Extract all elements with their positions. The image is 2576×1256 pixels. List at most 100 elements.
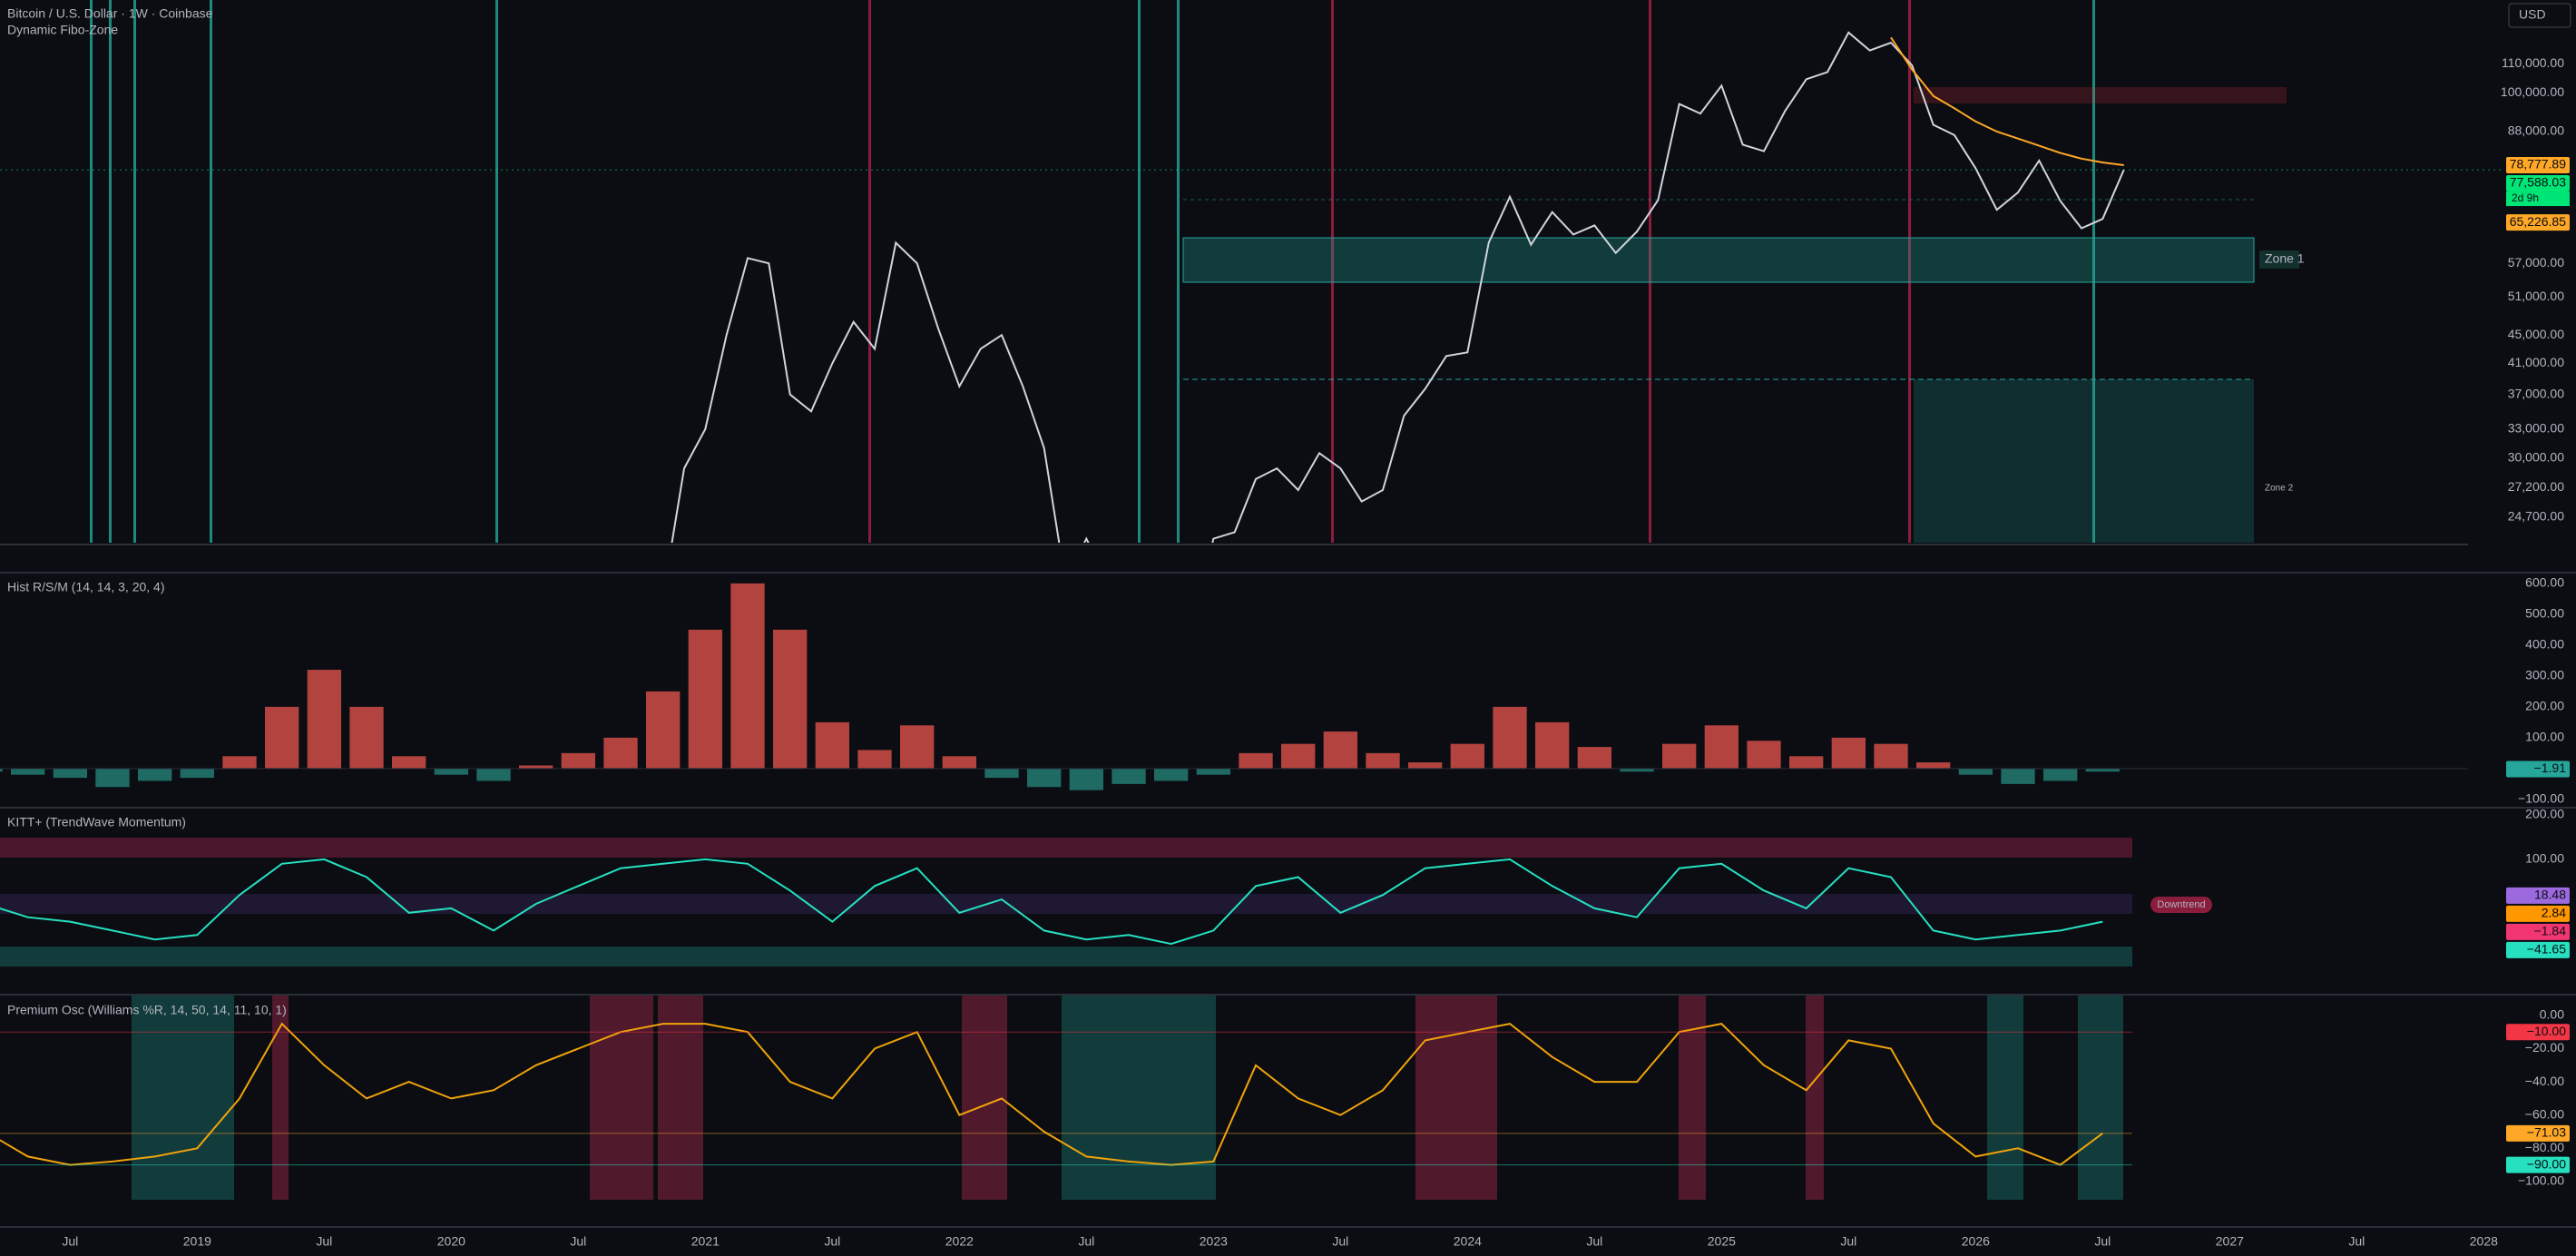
zone-2: [1914, 379, 2254, 543]
x-tick-label: 2022: [945, 1234, 974, 1249]
histogram-bar: [561, 752, 595, 769]
histogram-bar: [984, 768, 1019, 779]
histogram-bar: [1535, 721, 1570, 769]
zone-1: [1182, 237, 2255, 283]
zone-label: Zone 2: [2265, 484, 2294, 494]
y-tick-label: −60.00: [2525, 1106, 2564, 1121]
pane-title: Premium Osc (Williams %R, 14, 50, 14, 11…: [7, 1003, 287, 1017]
histogram-bar: [2043, 768, 2078, 781]
price-badge-label: −71.03: [2527, 1125, 2566, 1140]
x-tick-label: 2025: [1708, 1234, 1736, 1249]
histogram-bar: [392, 756, 426, 769]
zone-label: Zone 1: [2265, 251, 2305, 266]
price-badge: [2506, 887, 2570, 904]
price-badge-label: −10.00: [2527, 1024, 2566, 1038]
osc-bands: [132, 996, 2123, 1200]
y-tick-label: 30,000.00: [2508, 449, 2564, 464]
pane-plot: [671, 31, 2125, 543]
series-line: [671, 31, 2125, 543]
histogram-bar: [1493, 706, 1527, 769]
x-tick-label: Jul: [2348, 1234, 2365, 1249]
histogram-bar: [1620, 768, 1654, 772]
resistance-zone: [1914, 87, 2287, 103]
y-tick-label: 51,000.00: [2508, 289, 2564, 303]
y-tick-label: −100.00: [2518, 1173, 2564, 1188]
price-badge: [2506, 1024, 2570, 1041]
currency[interactable]: USD: [2519, 7, 2546, 22]
currency-button[interactable]: [2508, 3, 2571, 28]
y-tick-label: 200.00: [2525, 699, 2564, 713]
x-tick-label: Jul: [2094, 1234, 2111, 1249]
histogram-bar: [138, 768, 172, 781]
price-badge-label: 18.48: [2534, 888, 2566, 902]
histogram-bar: [815, 721, 849, 769]
histogram-bar: [180, 768, 214, 779]
histogram-bar: [53, 768, 87, 779]
histogram-bar: [1450, 743, 1484, 769]
price-badge: [2506, 905, 2570, 922]
y-tick-label: 27,200.00: [2508, 479, 2564, 494]
histogram-bar: [1577, 747, 1611, 769]
y-tick-label: 400.00: [2525, 637, 2564, 652]
histogram-bar: [1916, 762, 1951, 769]
x-tick-label: 2024: [1454, 1234, 1482, 1249]
histogram-bar: [603, 737, 638, 769]
y-tick-label: 24,700.00: [2508, 508, 2564, 523]
x-tick-label: Jul: [570, 1234, 586, 1249]
price-badge-label: −1.84: [2534, 924, 2567, 938]
histogram-bar: [0, 768, 3, 772]
histogram-bar: [1027, 768, 1062, 788]
countdown: 2d 9h: [2512, 191, 2539, 204]
histogram-bar: [95, 768, 130, 788]
x-tick-label: 2021: [691, 1234, 720, 1249]
y-tick-label: −40.00: [2525, 1074, 2564, 1088]
histogram-bar: [857, 750, 892, 769]
price-badge-label: −1.91: [2534, 760, 2567, 775]
price-badge: [2506, 214, 2570, 231]
series-line: [0, 858, 2103, 946]
histogram-bar: [476, 768, 511, 781]
histogram-bar: [1662, 743, 1697, 769]
y-tick-label: 600.00: [2525, 575, 2564, 590]
histogram-bar: [1112, 768, 1146, 784]
y-tick-label: 88,000.00: [2508, 123, 2564, 138]
y-tick-label: −20.00: [2525, 1040, 2564, 1055]
indicator-title: Dynamic Fibo-Zone: [7, 23, 118, 37]
event-lines: [90, 0, 2095, 543]
histogram-bar: [11, 768, 45, 775]
price-badge: [2506, 1124, 2570, 1142]
zone-label-bg: [2259, 250, 2299, 269]
histogram-bar: [307, 670, 341, 769]
y-tick-label: 100.00: [2525, 851, 2564, 866]
histogram-bar: [1154, 768, 1189, 781]
chart-title: Bitcoin / U.S. Dollar · 1W · Coinbase: [7, 6, 213, 21]
histogram-bar: [646, 691, 681, 769]
x-tick-label: Jul: [1586, 1234, 1602, 1249]
x-tick-label: Jul: [316, 1234, 332, 1249]
histogram-bar: [2085, 768, 2120, 772]
histogram-bar: [1069, 768, 1103, 790]
y-tick-label: 200.00: [2525, 807, 2564, 821]
histogram-bar: [265, 706, 299, 769]
y-tick-label: 110,000.00: [2502, 55, 2564, 70]
histogram-bar: [900, 725, 935, 769]
price-badge-label: −41.65: [2527, 942, 2566, 957]
y-tick-label: 500.00: [2525, 606, 2564, 621]
histogram-bar: [1958, 768, 1993, 775]
histogram-bar: [519, 765, 553, 769]
histogram-bar: [1408, 762, 1443, 769]
y-tick-label: −100.00: [2518, 791, 2564, 806]
y-tick-label: 45,000.00: [2508, 327, 2564, 341]
histogram-bar: [1874, 743, 1908, 769]
x-tick-label: Jul: [1840, 1234, 1856, 1249]
x-tick-label: 2028: [2470, 1234, 2498, 1249]
price-badge: [2506, 175, 2570, 192]
countdown-bg: [2506, 191, 2570, 207]
pane-plot: [0, 583, 2468, 790]
y-tick-label: 300.00: [2525, 668, 2564, 682]
trend-tag: [2150, 897, 2212, 913]
price-badge-label: 77,588.03: [2510, 175, 2566, 190]
histogram-bar: [1281, 743, 1316, 769]
